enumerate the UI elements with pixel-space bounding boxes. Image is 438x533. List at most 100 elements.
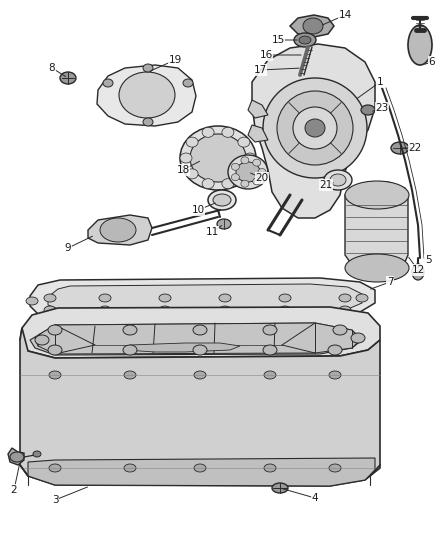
Text: 4: 4: [312, 493, 318, 503]
Text: 16: 16: [259, 50, 272, 60]
Polygon shape: [248, 125, 268, 142]
Ellipse shape: [339, 306, 351, 314]
Ellipse shape: [123, 325, 137, 335]
Ellipse shape: [186, 137, 198, 147]
Ellipse shape: [351, 333, 365, 343]
Ellipse shape: [159, 306, 171, 314]
Text: 12: 12: [411, 265, 424, 275]
Ellipse shape: [236, 162, 260, 182]
Ellipse shape: [26, 297, 38, 305]
Ellipse shape: [294, 33, 316, 47]
Ellipse shape: [186, 169, 198, 179]
Text: 9: 9: [65, 243, 71, 253]
Ellipse shape: [44, 294, 56, 302]
Text: 15: 15: [272, 35, 285, 45]
Ellipse shape: [143, 118, 153, 126]
Ellipse shape: [124, 371, 136, 379]
Ellipse shape: [303, 18, 323, 34]
Ellipse shape: [356, 294, 368, 302]
Ellipse shape: [345, 181, 409, 209]
Text: 23: 23: [375, 103, 389, 113]
Ellipse shape: [219, 306, 231, 314]
Ellipse shape: [180, 153, 192, 163]
Ellipse shape: [263, 345, 277, 355]
Ellipse shape: [222, 179, 234, 189]
Ellipse shape: [193, 345, 207, 355]
Ellipse shape: [244, 153, 256, 163]
Polygon shape: [248, 100, 268, 118]
Ellipse shape: [253, 159, 261, 166]
Polygon shape: [252, 44, 375, 218]
Ellipse shape: [193, 325, 207, 335]
Ellipse shape: [408, 25, 432, 65]
Polygon shape: [8, 448, 24, 465]
Ellipse shape: [124, 464, 136, 472]
Ellipse shape: [183, 79, 193, 87]
Ellipse shape: [159, 294, 171, 302]
Ellipse shape: [123, 345, 137, 355]
Ellipse shape: [194, 464, 206, 472]
Ellipse shape: [208, 190, 236, 210]
Ellipse shape: [33, 451, 41, 457]
Polygon shape: [345, 182, 408, 268]
Text: 21: 21: [319, 180, 332, 190]
Ellipse shape: [119, 72, 175, 118]
Ellipse shape: [99, 294, 111, 302]
Ellipse shape: [180, 126, 256, 190]
Text: 10: 10: [191, 205, 205, 215]
Ellipse shape: [299, 36, 311, 44]
Ellipse shape: [202, 179, 214, 189]
Ellipse shape: [194, 371, 206, 379]
Ellipse shape: [100, 218, 136, 242]
Ellipse shape: [238, 137, 250, 147]
Ellipse shape: [213, 194, 231, 206]
Text: 11: 11: [205, 227, 219, 237]
Ellipse shape: [44, 306, 56, 314]
Ellipse shape: [277, 91, 353, 165]
Text: 19: 19: [168, 55, 182, 65]
Text: 18: 18: [177, 165, 190, 175]
Ellipse shape: [329, 371, 341, 379]
Ellipse shape: [10, 452, 24, 462]
Ellipse shape: [253, 178, 261, 185]
Ellipse shape: [258, 168, 266, 175]
Polygon shape: [97, 65, 196, 126]
Polygon shape: [30, 278, 375, 318]
Ellipse shape: [217, 219, 231, 229]
Ellipse shape: [241, 180, 249, 187]
Text: 20: 20: [255, 173, 268, 183]
Ellipse shape: [324, 170, 352, 190]
Ellipse shape: [345, 254, 409, 282]
Ellipse shape: [238, 169, 250, 179]
Ellipse shape: [293, 107, 337, 149]
Ellipse shape: [272, 483, 288, 493]
Ellipse shape: [231, 163, 240, 170]
Ellipse shape: [241, 157, 249, 164]
Text: 2: 2: [11, 485, 18, 495]
Text: 22: 22: [408, 143, 422, 153]
Text: 17: 17: [253, 65, 267, 75]
Ellipse shape: [99, 306, 111, 314]
Ellipse shape: [305, 119, 325, 137]
Ellipse shape: [339, 294, 351, 302]
Ellipse shape: [330, 174, 346, 186]
Text: 5: 5: [425, 255, 431, 265]
Ellipse shape: [279, 294, 291, 302]
Ellipse shape: [264, 371, 276, 379]
Ellipse shape: [263, 78, 367, 178]
Polygon shape: [125, 343, 240, 352]
Polygon shape: [290, 15, 334, 37]
Text: 1: 1: [377, 77, 383, 87]
Polygon shape: [35, 323, 360, 354]
Ellipse shape: [263, 325, 277, 335]
Ellipse shape: [228, 155, 268, 189]
Polygon shape: [48, 284, 362, 312]
Ellipse shape: [60, 72, 76, 84]
Text: 7: 7: [387, 277, 393, 287]
Text: 8: 8: [49, 63, 55, 73]
Polygon shape: [30, 323, 362, 355]
Ellipse shape: [329, 464, 341, 472]
Ellipse shape: [35, 335, 49, 345]
Ellipse shape: [231, 174, 240, 181]
Ellipse shape: [103, 79, 113, 87]
